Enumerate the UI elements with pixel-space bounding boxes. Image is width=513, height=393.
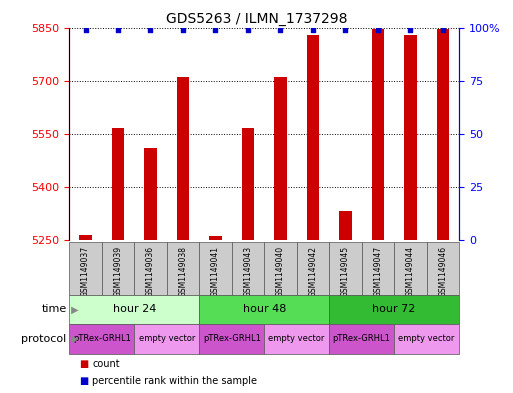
Text: hour 48: hour 48 [243, 305, 286, 314]
Text: ▶: ▶ [68, 334, 78, 344]
Bar [394, 324, 459, 354]
Point [309, 26, 317, 33]
Text: count: count [92, 359, 120, 369]
Text: pTRex-GRHL1: pTRex-GRHL1 [203, 334, 261, 343]
Text: ■: ■ [80, 376, 89, 386]
Bar [362, 242, 394, 295]
Point [406, 26, 415, 33]
Bar [177, 77, 189, 240]
Text: time: time [42, 305, 67, 314]
Bar [297, 242, 329, 295]
Bar [274, 77, 287, 240]
Text: GSM1149039: GSM1149039 [113, 246, 123, 297]
Bar [264, 242, 297, 295]
Text: empty vector: empty vector [268, 334, 325, 343]
Bar [232, 242, 264, 295]
Bar [199, 295, 329, 324]
Bar [112, 128, 124, 240]
Point [179, 26, 187, 33]
Text: empty vector: empty vector [399, 334, 455, 343]
Bar [242, 128, 254, 240]
Point [146, 26, 154, 33]
Bar [167, 242, 199, 295]
Bar [69, 242, 102, 295]
Text: GSM1149037: GSM1149037 [81, 246, 90, 297]
Text: GSM1149046: GSM1149046 [439, 246, 447, 297]
Text: pTRex-GRHL1: pTRex-GRHL1 [333, 334, 390, 343]
Bar [209, 236, 222, 240]
Bar [329, 295, 459, 324]
Text: empty vector: empty vector [139, 334, 195, 343]
Text: GSM1149047: GSM1149047 [373, 246, 382, 297]
Bar [102, 242, 134, 295]
Bar [339, 211, 351, 240]
Point [244, 26, 252, 33]
Bar [437, 29, 449, 240]
Bar [404, 35, 417, 240]
Text: GSM1149040: GSM1149040 [276, 246, 285, 297]
Text: GSM1149045: GSM1149045 [341, 246, 350, 297]
Bar [144, 148, 156, 240]
Text: GSM1149041: GSM1149041 [211, 246, 220, 297]
Bar [329, 324, 394, 354]
Bar [134, 242, 167, 295]
Point [82, 26, 90, 33]
Text: GSM1149044: GSM1149044 [406, 246, 415, 297]
Point [341, 26, 349, 33]
Text: hour 24: hour 24 [112, 305, 156, 314]
Point [374, 26, 382, 33]
Point [114, 26, 122, 33]
Text: GSM1149043: GSM1149043 [244, 246, 252, 297]
Bar [199, 242, 232, 295]
Point [439, 26, 447, 33]
Text: GSM1149038: GSM1149038 [179, 246, 187, 297]
Bar [264, 324, 329, 354]
Bar [80, 235, 92, 240]
Text: pTRex-GRHL1: pTRex-GRHL1 [73, 334, 131, 343]
Bar [394, 242, 427, 295]
Bar [307, 35, 319, 240]
Point [277, 26, 285, 33]
Bar [372, 29, 384, 240]
Bar [134, 324, 199, 354]
Text: GDS5263 / ILMN_1737298: GDS5263 / ILMN_1737298 [166, 12, 347, 26]
Bar [69, 295, 199, 324]
Point [211, 26, 220, 33]
Text: GSM1149042: GSM1149042 [308, 246, 318, 297]
Text: percentile rank within the sample: percentile rank within the sample [92, 376, 258, 386]
Text: hour 72: hour 72 [372, 305, 416, 314]
Bar [69, 324, 134, 354]
Bar [329, 242, 362, 295]
Bar [427, 242, 459, 295]
Text: protocol: protocol [22, 334, 67, 344]
Text: ▶: ▶ [68, 305, 78, 314]
Text: ■: ■ [80, 359, 89, 369]
Text: GSM1149036: GSM1149036 [146, 246, 155, 297]
Bar [199, 324, 264, 354]
